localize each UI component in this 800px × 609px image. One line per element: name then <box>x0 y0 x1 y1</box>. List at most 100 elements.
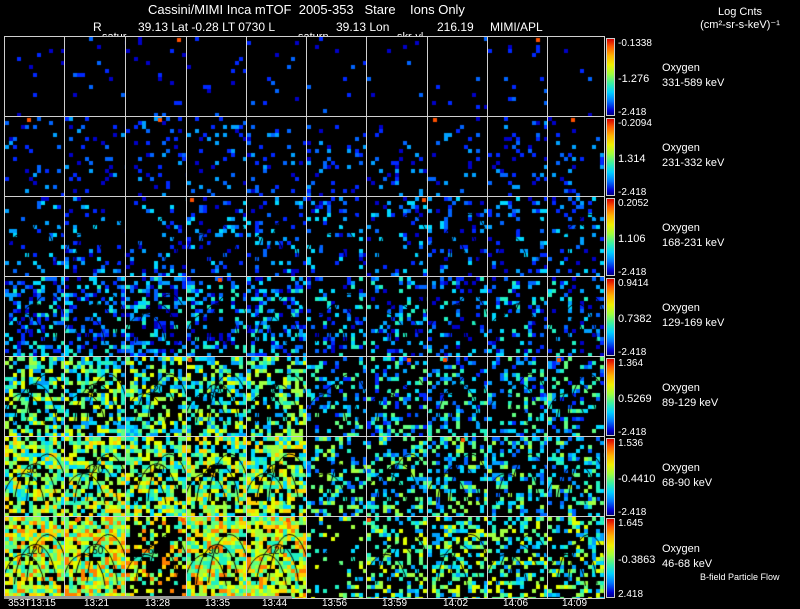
image-cell <box>4 276 65 357</box>
colorbar-min: 2.418 <box>618 589 644 600</box>
image-cell <box>64 196 126 277</box>
image-cell <box>186 196 247 277</box>
image-cell <box>547 516 605 599</box>
colorbar-min: -2.418 <box>618 427 647 438</box>
enа-image <box>307 437 366 516</box>
enа-image <box>488 197 547 276</box>
enа-image <box>5 197 64 276</box>
image-cell <box>427 36 488 117</box>
species-label: Oxygen <box>662 222 700 234</box>
units-line2: (cm²-sr-s-keV)⁻¹ <box>700 19 780 31</box>
enа-image <box>488 277 547 356</box>
image-cell <box>246 116 307 197</box>
image-cell <box>246 516 307 599</box>
species-label: Oxygen <box>662 62 700 74</box>
colorbar <box>606 518 615 598</box>
enа-image <box>307 37 366 116</box>
enа-image <box>187 357 246 436</box>
image-cell <box>4 196 65 277</box>
units-line1: Log Cnts <box>717 6 763 18</box>
image-cell <box>64 116 126 197</box>
image-cell <box>246 276 307 357</box>
r-label: R <box>93 20 102 34</box>
image-cell <box>125 516 187 599</box>
colorbar <box>606 278 615 356</box>
enа-image <box>367 197 427 276</box>
enа-image <box>5 117 64 196</box>
enа-image <box>367 277 427 356</box>
enа-image <box>307 117 366 196</box>
colorbar-max: 1.645 <box>618 518 644 529</box>
image-cell <box>186 276 247 357</box>
species-label: Oxygen <box>662 382 700 394</box>
colorbar <box>606 358 615 436</box>
species-label: Oxygen <box>662 462 700 474</box>
image-cell <box>547 356 605 437</box>
enа-image <box>126 437 186 516</box>
enа-image <box>5 357 64 436</box>
image-cell <box>4 36 65 117</box>
time-tick-label: 13:21 <box>84 598 110 609</box>
image-cell <box>306 196 367 277</box>
enа-image <box>428 37 487 116</box>
species-label: Oxygen <box>662 142 700 154</box>
enа-image <box>428 117 487 196</box>
image-cell <box>125 436 187 517</box>
enа-image <box>367 37 427 116</box>
image-cell <box>306 36 367 117</box>
colorbar-mid: 1.106 <box>618 233 646 245</box>
enа-image <box>247 277 306 356</box>
species-label: Oxygen <box>662 543 700 555</box>
enа-image <box>247 117 306 196</box>
enа-image <box>488 517 547 598</box>
colorbar-max: 0.2052 <box>618 198 649 209</box>
colorbar <box>606 438 615 516</box>
enа-image <box>247 437 306 516</box>
enа-image <box>187 37 246 116</box>
image-cell <box>246 436 307 517</box>
colorbar-mid: -0.3863 <box>618 554 656 566</box>
image-cell <box>4 516 65 599</box>
enа-image <box>548 517 604 598</box>
enа-image <box>307 277 366 356</box>
time-tick-label: 14:02 <box>443 598 469 609</box>
image-cell <box>186 356 247 437</box>
enа-image <box>307 357 366 436</box>
enа-image <box>126 517 186 598</box>
image-cell <box>64 516 126 599</box>
image-cell <box>306 436 367 517</box>
enа-image <box>307 517 366 598</box>
enа-image <box>187 437 246 516</box>
enа-image <box>187 277 246 356</box>
image-cell <box>64 356 126 437</box>
image-cell <box>246 196 307 277</box>
colorbar-max: -0.2094 <box>618 118 652 129</box>
enа-image <box>488 117 547 196</box>
time-tick-label: 353T13:15 <box>8 598 56 609</box>
time-tick-label: 13:56 <box>322 598 348 609</box>
enа-image <box>5 517 64 598</box>
enа-image <box>126 37 186 116</box>
colorbar <box>606 198 615 276</box>
enа-image <box>428 357 487 436</box>
lat-lt-readout: 39.13 Lat -0.28 LT 0730 L <box>138 20 275 34</box>
image-cell <box>366 36 428 117</box>
energy-range-label: 46-68 keV <box>662 558 713 570</box>
enа-image <box>548 37 604 116</box>
colorbar-mid: -1.276 <box>618 73 650 85</box>
image-cell <box>427 196 488 277</box>
enа-image <box>5 37 64 116</box>
enа-image <box>428 277 487 356</box>
colorbar-mid: 1.314 <box>618 153 646 165</box>
image-cell <box>366 516 428 599</box>
image-cell <box>64 36 126 117</box>
enа-image <box>488 437 547 516</box>
image-cell <box>125 196 187 277</box>
source-label: MIMI/APL <box>490 20 543 34</box>
colorbar-min: -2.418 <box>618 507 647 518</box>
image-cell <box>547 116 605 197</box>
image-cell <box>246 36 307 117</box>
image-cell <box>125 116 187 197</box>
lon-label: 39.13 Lon <box>336 20 390 34</box>
enа-image <box>367 437 427 516</box>
